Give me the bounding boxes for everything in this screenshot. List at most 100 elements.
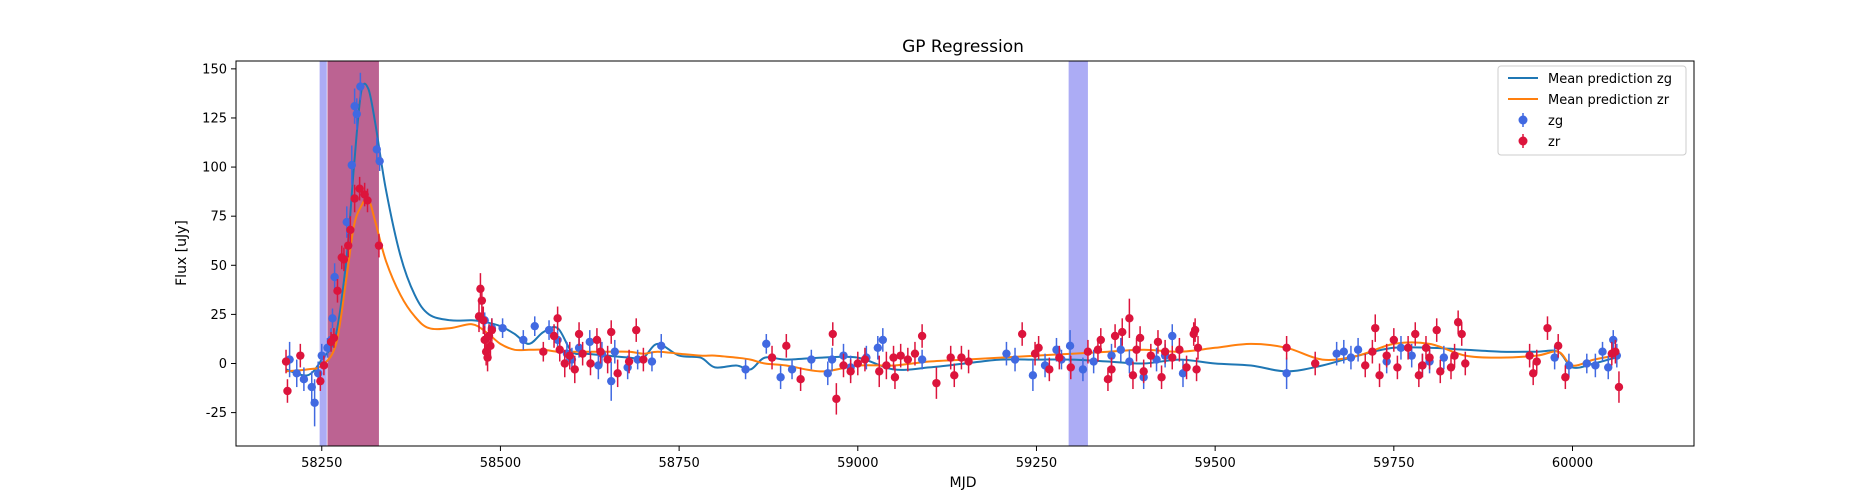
data-point-zr — [1175, 345, 1184, 354]
data-point-zr — [889, 353, 898, 362]
data-point-zg — [350, 101, 359, 111]
data-point-zg — [307, 382, 316, 392]
data-point-zg — [1116, 345, 1126, 354]
y-axis-label: Flux [uJy] — [174, 220, 190, 286]
data-point-zr — [1182, 363, 1191, 372]
x-tick-label: 58500 — [480, 456, 521, 471]
y-tick-label: 0 — [219, 357, 227, 372]
data-point-zg — [1339, 347, 1348, 356]
data-point-zg — [1564, 361, 1574, 370]
data-point-zr — [570, 365, 579, 374]
data-point-zr — [1368, 347, 1377, 356]
data-point-zg — [330, 272, 339, 282]
data-point-zr — [1611, 347, 1620, 356]
chart-title: GP Regression — [902, 37, 1024, 57]
data-point-zr — [1461, 359, 1470, 368]
data-point-zg — [610, 347, 619, 356]
data-point-zr — [613, 369, 622, 378]
data-point-zg — [1002, 349, 1011, 358]
data-point-zr — [1128, 371, 1138, 380]
data-point-zg — [1396, 343, 1406, 352]
data-point-zr — [319, 361, 329, 370]
data-point-zr — [1525, 351, 1534, 360]
data-point-zr — [846, 367, 855, 376]
data-point-zr — [1139, 367, 1148, 376]
data-point-zg — [347, 160, 356, 170]
x-tick-label: 58750 — [658, 456, 699, 471]
x-tick-label: 59250 — [1016, 456, 1057, 471]
data-point-zr — [344, 241, 353, 250]
data-point-zg — [776, 373, 785, 382]
data-point-zr — [1017, 329, 1027, 339]
data-point-zr — [1393, 363, 1402, 372]
y-tick-label: 50 — [210, 259, 227, 274]
data-point-zr — [957, 353, 966, 362]
data-point-zr — [890, 373, 900, 382]
data-point-zr — [624, 357, 634, 366]
data-point-zr — [486, 341, 495, 351]
data-point-zr — [1411, 329, 1420, 339]
data-point-zg — [530, 321, 539, 331]
data-point-zr — [350, 194, 359, 203]
legend-box — [1497, 65, 1687, 156]
y-tick-label: 100 — [202, 161, 227, 176]
legend: Mean prediction zg Mean prediction zr zg… — [1497, 65, 1687, 156]
data-point-zr — [1157, 373, 1166, 382]
data-point-zr — [828, 329, 837, 339]
data-point-zg — [317, 351, 326, 360]
data-point-zg — [1591, 361, 1600, 370]
legend-marker-zg — [1518, 115, 1528, 125]
data-point-zr — [363, 196, 372, 205]
data-point-zg — [292, 369, 301, 378]
x-tick-label: 59500 — [1194, 456, 1235, 471]
data-point-zr — [329, 333, 339, 343]
data-point-zg — [823, 369, 832, 378]
data-point-zg — [1028, 371, 1038, 380]
data-point-zg — [352, 109, 361, 119]
data-point-zr — [586, 359, 595, 368]
data-point-zr — [1450, 351, 1459, 360]
y-axis: -25 0 25 50 75 100 125 150 — [202, 62, 236, 421]
data-point-zg — [328, 314, 337, 323]
data-point-zg — [878, 335, 888, 345]
data-point-zr — [1103, 375, 1113, 384]
data-point-zr — [281, 357, 291, 366]
data-point-zr — [574, 329, 584, 339]
data-point-zr — [1132, 345, 1141, 354]
series-zr — [281, 176, 1624, 415]
data-point-zr — [1561, 373, 1570, 382]
data-point-zr — [355, 184, 364, 193]
y-tick-label: 125 — [202, 111, 227, 126]
data-point-zr — [1045, 365, 1054, 374]
data-point-zr — [592, 335, 602, 345]
data-point-zr — [1118, 327, 1127, 337]
data-point-zr — [1311, 359, 1320, 368]
data-point-zr — [1083, 347, 1093, 356]
data-point-zr — [1096, 335, 1105, 345]
legend-label-zg-line: Mean prediction zg — [1548, 72, 1672, 87]
data-point-zg — [544, 325, 554, 335]
data-point-zg — [1407, 351, 1416, 360]
data-point-zg — [375, 156, 384, 166]
data-point-zr — [1110, 331, 1120, 341]
data-point-zr — [607, 327, 616, 337]
data-point-zr — [1282, 343, 1291, 352]
legend-label-zr: zr — [1548, 135, 1561, 150]
data-point-zr — [1457, 329, 1466, 339]
data-point-zr — [1146, 351, 1156, 360]
data-point-zg — [1052, 345, 1061, 354]
data-point-zr — [1528, 369, 1538, 378]
data-point-zr — [596, 347, 605, 356]
data-point-zr — [896, 351, 905, 360]
data-point-zg — [310, 398, 319, 407]
data-point-zr — [1543, 323, 1552, 333]
data-point-zg — [1168, 331, 1177, 341]
shaded-region-2 — [1068, 61, 1088, 446]
data-point-zr — [1403, 343, 1413, 352]
data-point-zr — [1436, 367, 1445, 376]
shaded-region-1 — [327, 61, 379, 446]
x-tick-label: 58250 — [301, 456, 342, 471]
x-tick-label: 59000 — [837, 456, 878, 471]
x-axis: 58250 58500 58750 59000 59250 59500 59750 60000 — [301, 446, 1593, 471]
data-point-zr — [1160, 347, 1170, 356]
